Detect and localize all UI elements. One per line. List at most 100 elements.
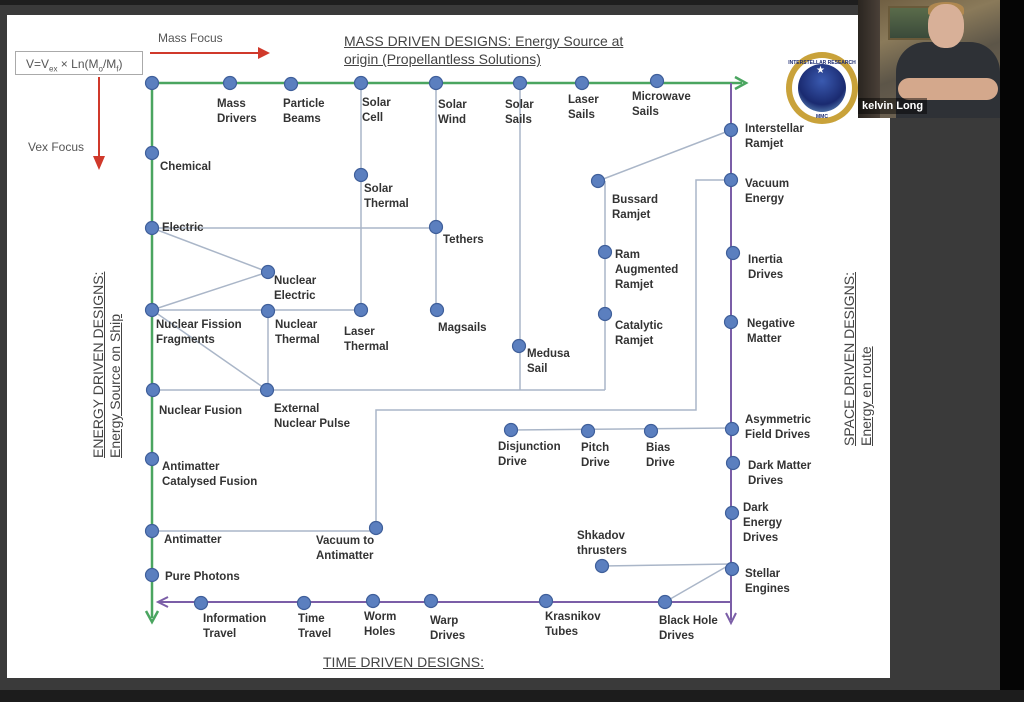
label-time-travel: Time Travel bbox=[298, 613, 332, 640]
label-chemical: Chemical bbox=[160, 161, 212, 173]
node-vacuum-to-antimatter[interactable] bbox=[368, 520, 384, 536]
node-nuclear-electric[interactable] bbox=[260, 264, 276, 280]
label-interstellar-ramjet: Interstellar Ramjet bbox=[745, 123, 804, 150]
node-solar-sails[interactable] bbox=[512, 75, 528, 91]
node-time-travel[interactable] bbox=[296, 595, 312, 611]
label-inertia-drives: Inertia Drives bbox=[748, 254, 784, 281]
node-pitch-drive[interactable] bbox=[580, 423, 596, 439]
node-external-nuclear-pulse[interactable] bbox=[259, 382, 275, 398]
mass-focus-label: Mass Focus bbox=[158, 31, 223, 45]
mass-driven-title-line2: origin (Propellantless Solutions) bbox=[344, 51, 541, 67]
node-microwave-sails[interactable] bbox=[649, 73, 665, 89]
label-nuclear-fusion: Nuclear Fusion bbox=[159, 405, 243, 417]
mass-driven-title-line1: MASS DRIVEN DESIGNS: Energy Source at bbox=[344, 33, 624, 49]
rocket-equation-box: V=Vex × Ln(Mo/Mf) bbox=[15, 51, 143, 75]
vex-focus-label: Vex Focus bbox=[28, 140, 85, 154]
node-ram-augmented-ramjet[interactable] bbox=[597, 244, 613, 260]
node-negative-matter[interactable] bbox=[723, 314, 739, 330]
space-driven-title-line1: SPACE DRIVEN DESIGNS: bbox=[841, 271, 857, 446]
node-inertia-drives[interactable] bbox=[725, 245, 741, 261]
star-icon: ★ bbox=[816, 65, 825, 76]
node-bias-drive[interactable] bbox=[643, 423, 659, 439]
label-vacuum-to-antimatter: Vacuum to Antimatter bbox=[316, 535, 375, 562]
node-shkadov-thrusters[interactable] bbox=[594, 558, 610, 574]
node-solar-thermal[interactable] bbox=[353, 167, 369, 183]
presentation-slide bbox=[7, 15, 890, 678]
node-magsails[interactable] bbox=[429, 302, 445, 318]
label-black-hole-drives: Black Hole Drives bbox=[659, 615, 718, 642]
mass-focus-arrow bbox=[150, 47, 270, 59]
window-bottom-bar bbox=[0, 690, 1024, 702]
participant-arms bbox=[898, 78, 998, 100]
label-laser-thermal: Laser Thermal bbox=[344, 326, 389, 353]
label-information-travel: Information Travel bbox=[203, 613, 267, 640]
label-stellar-engines: Stellar Engines bbox=[745, 568, 790, 595]
label-particle-beams: Particle Beams bbox=[283, 98, 325, 125]
bookshelf-background bbox=[858, 0, 880, 118]
label-negative-matter: Negative Matter bbox=[747, 318, 795, 345]
node-warp-drives[interactable] bbox=[423, 593, 439, 609]
node-dark-matter-drives[interactable] bbox=[725, 455, 741, 471]
node-antimatter[interactable] bbox=[144, 523, 160, 539]
node-solar-wind[interactable] bbox=[428, 75, 444, 91]
label-pitch-drive: Pitch Drive bbox=[581, 442, 610, 469]
vex-focus-arrow bbox=[93, 77, 105, 170]
node-asymmetric-field-drives[interactable] bbox=[724, 421, 740, 437]
logo-bottom-text: MMC bbox=[816, 114, 828, 120]
label-laser-sails: Laser Sails bbox=[568, 94, 599, 121]
label-bias-drive: Bias Drive bbox=[646, 442, 675, 469]
energy-driven-title-line2: Energy Source on Ship bbox=[107, 314, 123, 458]
label-disjunction-drive: Disjunction Drive bbox=[498, 441, 561, 468]
connector-lines bbox=[151, 83, 732, 603]
node-medusa-sail[interactable] bbox=[511, 338, 527, 354]
node-particle-beams[interactable] bbox=[283, 76, 299, 92]
node-nuclear-fusion[interactable] bbox=[145, 382, 161, 398]
label-vacuum-energy: Vacuum Energy bbox=[745, 178, 790, 205]
node-laser-thermal[interactable] bbox=[353, 302, 369, 318]
node-catalytic-ramjet[interactable] bbox=[597, 306, 613, 322]
label-worm-holes: Worm Holes bbox=[364, 611, 397, 638]
label-mass-drivers: Mass Drivers bbox=[217, 98, 257, 125]
webcam-video-tile[interactable]: kelvin Long bbox=[858, 0, 1000, 118]
node-interstellar-ramjet[interactable] bbox=[723, 122, 739, 138]
node-black-hole-drives[interactable] bbox=[657, 594, 673, 610]
node-stellar-engines[interactable] bbox=[724, 561, 740, 577]
node-solar-cell[interactable] bbox=[353, 75, 369, 91]
node-tethers[interactable] bbox=[428, 219, 444, 235]
node-laser-sails[interactable] bbox=[574, 75, 590, 91]
label-solar-thermal: Solar Thermal bbox=[364, 183, 409, 210]
right-black-strip bbox=[1000, 0, 1024, 690]
label-shkadov-thrusters: Shkadov thrusters bbox=[577, 530, 627, 557]
label-krasnikov-tubes: Krasnikov Tubes bbox=[545, 611, 601, 638]
node-disjunction-drive[interactable] bbox=[503, 422, 519, 438]
label-solar-cell: Solar Cell bbox=[362, 97, 391, 124]
label-asymmetric-field-drives: Asymmetric Field Drives bbox=[745, 414, 811, 441]
node-antimatter-catalysed-fusion[interactable] bbox=[144, 451, 160, 467]
label-dark-matter-drives: Dark Matter Drives bbox=[748, 460, 812, 487]
node-nuclear-thermal[interactable] bbox=[260, 303, 276, 319]
label-antimatter: Antimatter bbox=[164, 534, 222, 546]
node-dark-energy-drives[interactable] bbox=[724, 505, 740, 521]
node-mass-drivers[interactable] bbox=[222, 75, 238, 91]
node-bussard-ramjet[interactable] bbox=[590, 173, 606, 189]
label-nuclear-fission-fragments: Nuclear Fission Fragments bbox=[156, 319, 242, 346]
node-chemical[interactable] bbox=[144, 145, 160, 161]
label-nuclear-thermal: Nuclear Thermal bbox=[275, 319, 320, 346]
node-krasnikov-tubes[interactable] bbox=[538, 593, 554, 609]
label-external-nuclear-pulse: External Nuclear Pulse bbox=[274, 403, 351, 430]
label-antimatter-catalysed-fusion: Antimatter Catalysed Fusion bbox=[162, 461, 258, 488]
node-electric[interactable] bbox=[144, 220, 160, 236]
participant-name-label: kelvin Long bbox=[858, 98, 928, 114]
label-nuclear-electric: Nuclear Electric bbox=[274, 275, 317, 302]
time-driven-title: TIME DRIVEN DESIGNS: bbox=[323, 654, 485, 670]
label-microwave-sails: Microwave Sails bbox=[632, 91, 691, 118]
space-time-axis bbox=[155, 83, 737, 626]
label-medusa-sail: Medusa Sail bbox=[527, 348, 570, 375]
node-worm-holes[interactable] bbox=[365, 593, 381, 609]
node-nuclear-fission-fragments[interactable] bbox=[144, 302, 160, 318]
label-ram-augmented-ramjet: Ram Augmented Ramjet bbox=[615, 249, 679, 291]
node-pure-photons[interactable] bbox=[144, 567, 160, 583]
node-information-travel[interactable] bbox=[193, 595, 209, 611]
label-electric: Electric bbox=[162, 222, 204, 234]
node-vacuum-energy[interactable] bbox=[723, 172, 739, 188]
